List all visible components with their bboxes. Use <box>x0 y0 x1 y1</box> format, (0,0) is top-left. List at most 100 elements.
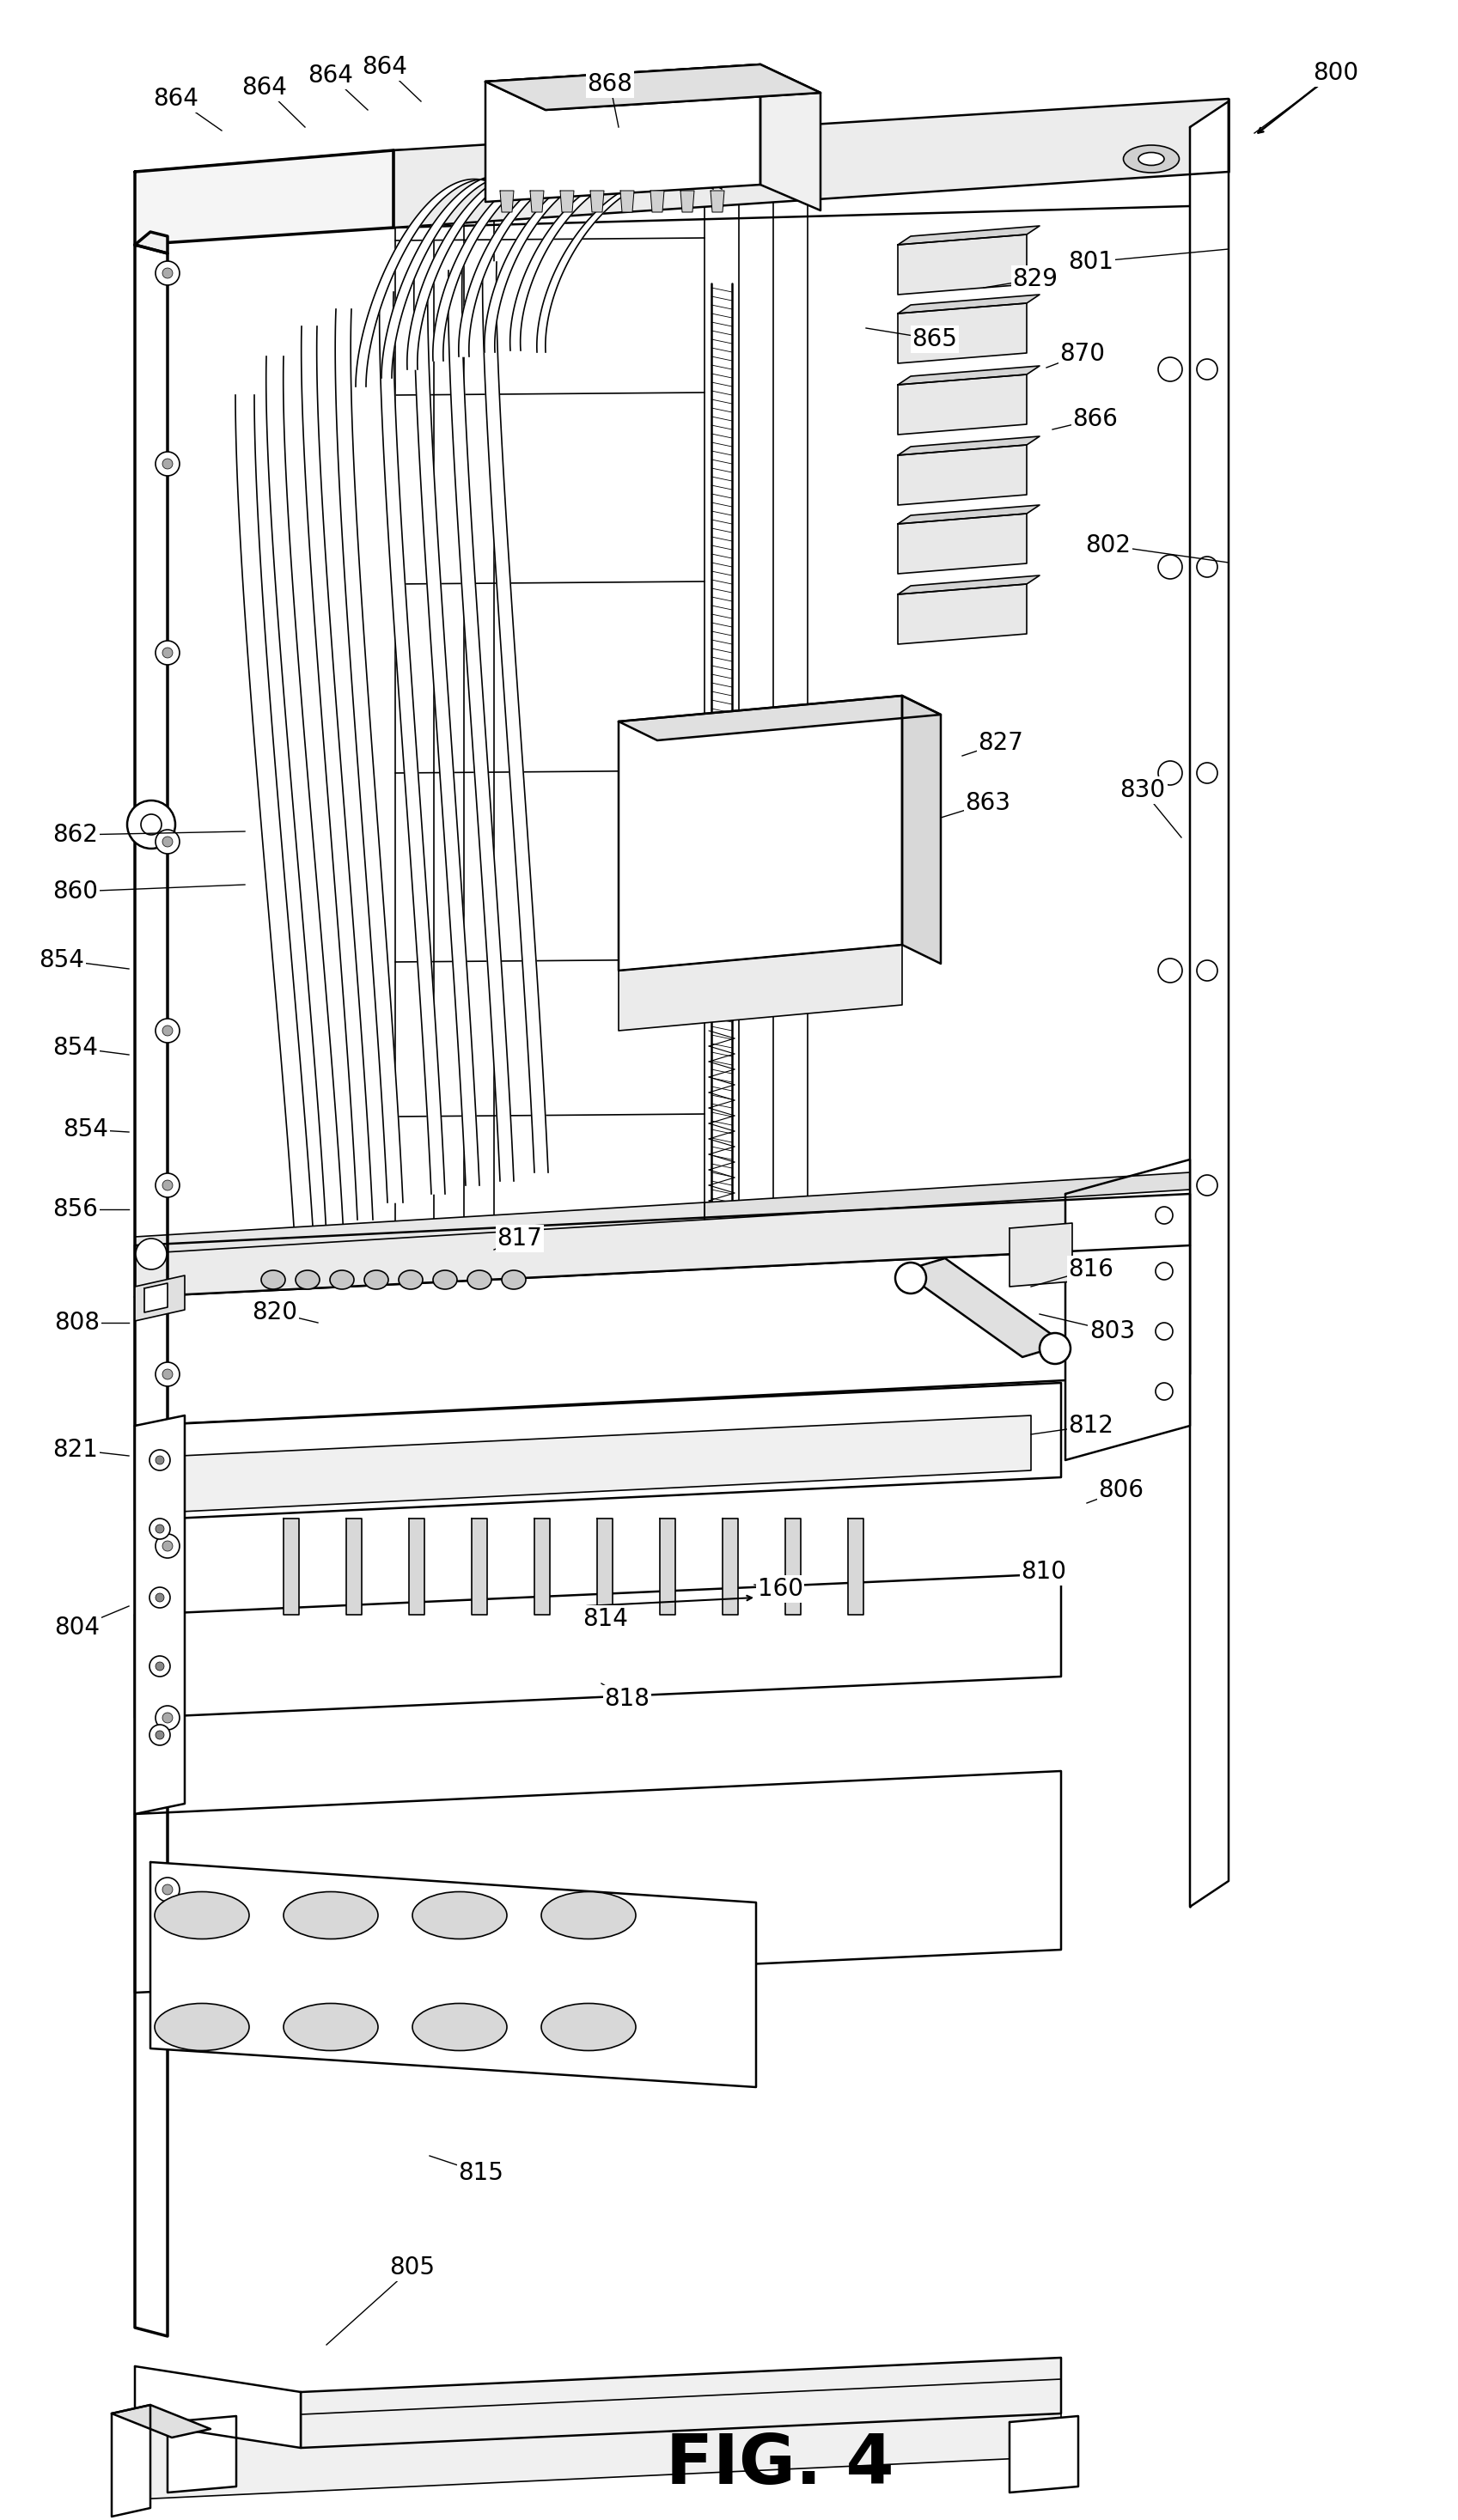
Text: 864: 864 <box>308 63 353 88</box>
Circle shape <box>150 1656 171 1676</box>
Text: 863: 863 <box>965 791 1010 814</box>
Ellipse shape <box>283 1893 378 1938</box>
Text: 854: 854 <box>52 1036 98 1061</box>
Circle shape <box>162 1179 172 1189</box>
Text: FIG. 4: FIG. 4 <box>666 2432 894 2497</box>
Polygon shape <box>500 192 513 212</box>
Polygon shape <box>136 1416 185 1814</box>
Ellipse shape <box>283 2003 378 2051</box>
Text: 856: 856 <box>52 1197 98 1222</box>
Polygon shape <box>136 244 168 2336</box>
Polygon shape <box>335 310 402 1202</box>
Polygon shape <box>510 171 693 350</box>
Circle shape <box>156 1174 179 1197</box>
Circle shape <box>1156 1383 1172 1401</box>
Ellipse shape <box>502 1270 526 1290</box>
Circle shape <box>156 1593 165 1603</box>
Text: 814: 814 <box>583 1608 628 1630</box>
Text: 827: 827 <box>978 731 1024 756</box>
Circle shape <box>162 1885 172 1895</box>
Text: 821: 821 <box>52 1439 98 1462</box>
Polygon shape <box>346 1520 362 1615</box>
Polygon shape <box>898 295 1040 312</box>
Text: 866: 866 <box>1073 408 1118 431</box>
Text: 864: 864 <box>153 86 198 111</box>
Text: 860: 860 <box>52 879 98 905</box>
Polygon shape <box>620 192 634 212</box>
Polygon shape <box>486 66 821 111</box>
Text: 830: 830 <box>1120 779 1165 801</box>
Text: 160: 160 <box>757 1578 803 1600</box>
Polygon shape <box>531 192 544 212</box>
Polygon shape <box>898 365 1040 386</box>
Circle shape <box>150 1449 171 1472</box>
Polygon shape <box>898 575 1040 595</box>
Polygon shape <box>136 151 394 244</box>
Text: 865: 865 <box>913 328 958 350</box>
Text: 820: 820 <box>252 1300 297 1326</box>
Text: 801: 801 <box>1069 249 1114 275</box>
Polygon shape <box>379 292 445 1194</box>
Circle shape <box>1197 960 1217 980</box>
Circle shape <box>1197 358 1217 381</box>
Text: 862: 862 <box>52 824 98 847</box>
Circle shape <box>156 1706 179 1729</box>
Text: 812: 812 <box>1069 1414 1114 1439</box>
Circle shape <box>1156 1323 1172 1341</box>
Circle shape <box>150 1520 171 1540</box>
Circle shape <box>1156 1207 1172 1225</box>
Circle shape <box>1158 554 1182 580</box>
Text: 800: 800 <box>1314 60 1359 86</box>
Circle shape <box>156 1731 165 1739</box>
Polygon shape <box>486 66 761 202</box>
Polygon shape <box>136 2366 300 2447</box>
Polygon shape <box>903 696 940 963</box>
Circle shape <box>150 1724 171 1746</box>
Polygon shape <box>408 1520 424 1615</box>
Polygon shape <box>898 375 1026 433</box>
Ellipse shape <box>433 1270 456 1290</box>
Ellipse shape <box>398 1270 423 1290</box>
Text: 864: 864 <box>362 55 408 78</box>
Circle shape <box>162 648 172 658</box>
Ellipse shape <box>155 2003 249 2051</box>
Circle shape <box>1156 1263 1172 1280</box>
Ellipse shape <box>541 1893 636 1938</box>
Polygon shape <box>136 1245 1190 1426</box>
Polygon shape <box>681 192 694 212</box>
Polygon shape <box>590 192 604 212</box>
Polygon shape <box>144 1283 168 1313</box>
Polygon shape <box>898 585 1026 645</box>
Circle shape <box>156 1457 165 1464</box>
Circle shape <box>156 262 179 285</box>
Polygon shape <box>136 232 168 255</box>
Circle shape <box>156 1535 179 1557</box>
Circle shape <box>136 1237 166 1270</box>
Circle shape <box>156 451 179 476</box>
Polygon shape <box>723 1520 738 1615</box>
Polygon shape <box>483 262 548 1172</box>
Circle shape <box>156 1018 179 1043</box>
Polygon shape <box>537 176 722 353</box>
Polygon shape <box>414 280 480 1184</box>
Text: 802: 802 <box>1086 534 1131 557</box>
Polygon shape <box>898 227 1040 244</box>
Circle shape <box>156 1663 165 1671</box>
Polygon shape <box>618 945 903 1031</box>
Circle shape <box>1197 1174 1217 1194</box>
Circle shape <box>162 267 172 277</box>
Polygon shape <box>898 234 1026 295</box>
Text: 829: 829 <box>1012 267 1059 292</box>
Circle shape <box>162 837 172 847</box>
Polygon shape <box>898 446 1026 504</box>
Polygon shape <box>903 1257 1066 1358</box>
Circle shape <box>156 640 179 665</box>
Polygon shape <box>484 169 662 353</box>
Polygon shape <box>136 1772 1061 1993</box>
Polygon shape <box>136 2379 1061 2500</box>
Polygon shape <box>112 2404 210 2437</box>
Polygon shape <box>898 504 1040 524</box>
Ellipse shape <box>364 1270 388 1290</box>
Ellipse shape <box>296 1270 319 1290</box>
Polygon shape <box>394 98 1229 227</box>
